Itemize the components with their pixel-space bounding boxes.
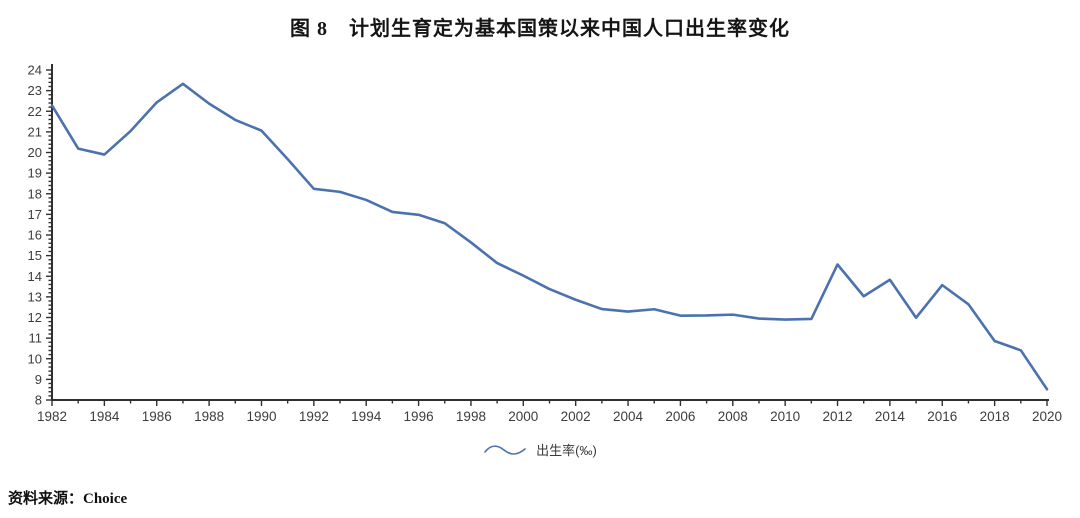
x-axis-tick-label: 2004 bbox=[613, 409, 644, 424]
legend: 出生率(‰) bbox=[0, 440, 1080, 459]
x-axis-tick-label: 2008 bbox=[718, 409, 748, 424]
x-axis-tick-label: 2020 bbox=[1032, 409, 1062, 424]
y-axis-tick-label: 19 bbox=[28, 166, 42, 181]
y-axis-tick-label: 24 bbox=[28, 63, 42, 78]
x-axis-tick-label: 1988 bbox=[194, 409, 224, 424]
y-axis-tick-label: 17 bbox=[28, 207, 42, 222]
y-axis-tick-label: 22 bbox=[28, 104, 42, 119]
x-axis-tick-label: 1996 bbox=[404, 409, 434, 424]
x-axis-tick-label: 1982 bbox=[37, 409, 67, 424]
y-axis-ticks: 8 9 10 11 12 13 14 15 16 17 18 19 20 21 22 23 24 bbox=[28, 63, 52, 408]
x-axis-tick-label: 2002 bbox=[561, 409, 591, 424]
x-axis-tick-label: 1986 bbox=[142, 409, 172, 424]
axes bbox=[51, 64, 1049, 401]
birth-rate-line-chart: 8 9 10 11 12 13 14 15 16 17 18 19 20 21 22 23 24 1982 1984… bbox=[28, 63, 1062, 425]
y-axis-tick-label: 13 bbox=[28, 289, 42, 304]
y-axis-tick-label: 15 bbox=[28, 248, 42, 263]
y-axis-tick-label: 18 bbox=[28, 186, 42, 201]
x-axis-tick-label: 2000 bbox=[508, 409, 538, 424]
y-axis-tick-label: 12 bbox=[28, 310, 42, 325]
y-axis-tick-label: 14 bbox=[28, 269, 42, 284]
x-axis-tick-label: 1992 bbox=[299, 409, 329, 424]
x-axis-tick-label: 1984 bbox=[89, 409, 120, 424]
y-axis-tick-label: 10 bbox=[28, 351, 42, 366]
y-axis-tick-label: 21 bbox=[28, 124, 42, 139]
y-axis-tick-label: 20 bbox=[28, 145, 42, 160]
y-axis-tick-label: 9 bbox=[35, 372, 42, 387]
line-series-icon bbox=[484, 444, 526, 455]
x-axis-tick-label: 2014 bbox=[875, 409, 906, 424]
x-axis-tick-label: 2010 bbox=[770, 409, 800, 424]
figure-title: 图 8 计划生育定为基本国策以来中国人口出生率变化 bbox=[290, 18, 790, 40]
x-axis-tick-label: 2016 bbox=[927, 409, 957, 424]
source-note: 资料来源：Choice bbox=[8, 491, 128, 507]
legend-label: 出生率(‰) bbox=[536, 443, 597, 458]
x-axis-tick-label: 2006 bbox=[665, 409, 695, 424]
x-axis-tick-label: 1998 bbox=[456, 409, 486, 424]
y-axis-tick-label: 11 bbox=[29, 331, 43, 346]
x-axis-tick-label: 2018 bbox=[980, 409, 1010, 424]
x-axis-tick-label: 1990 bbox=[246, 409, 276, 424]
x-axis-tick-label: 2012 bbox=[823, 409, 853, 424]
birth-rate-series-line bbox=[50, 82, 1049, 391]
y-axis-tick-label: 8 bbox=[35, 393, 42, 408]
y-axis-tick-label: 23 bbox=[28, 83, 42, 98]
x-axis-tick-label: 1994 bbox=[351, 409, 382, 424]
y-axis-tick-label: 16 bbox=[28, 228, 42, 243]
x-axis-ticks: 1982 1984 1986 1988 1990 1992 1994 1996 1998 2000… bbox=[37, 400, 1062, 424]
